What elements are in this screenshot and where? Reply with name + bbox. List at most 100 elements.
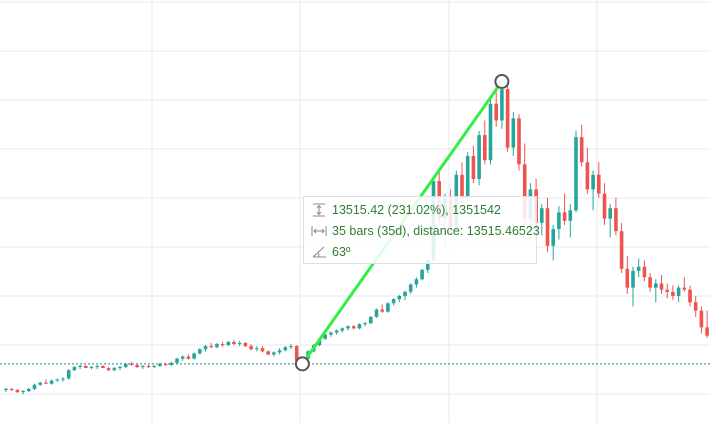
candle-down — [705, 327, 709, 336]
candle-down — [460, 174, 464, 198]
candle-up — [49, 380, 54, 384]
candle-down — [260, 348, 265, 352]
candle-up — [488, 103, 493, 161]
candle-down — [351, 326, 356, 329]
candle-up — [118, 367, 122, 369]
candle-down — [505, 89, 510, 148]
candle-up — [329, 332, 333, 335]
candle-up — [391, 299, 396, 304]
candle-down — [602, 193, 607, 219]
candle-up — [141, 365, 145, 368]
candle-up — [340, 328, 345, 331]
candle-down — [101, 365, 105, 369]
candle-down — [585, 162, 590, 190]
candle-up — [426, 260, 430, 270]
candle-down — [209, 346, 213, 348]
candle-up — [511, 118, 516, 148]
candle-up — [123, 363, 128, 368]
candle-up — [89, 367, 94, 369]
candle-down — [15, 390, 20, 393]
candle-up — [237, 342, 242, 345]
price-change-text: 13515.42 (231.02%), 1351542 — [332, 203, 501, 217]
candle-up — [198, 349, 202, 354]
candle-up — [408, 284, 413, 292]
candle-up — [363, 323, 367, 325]
candle-up — [255, 348, 259, 350]
candle-up — [38, 382, 42, 385]
candle-down — [579, 137, 584, 163]
candle-down — [614, 208, 618, 232]
candle-up — [95, 365, 99, 368]
candle-down — [682, 287, 687, 290]
candle-up — [169, 362, 174, 365]
candle-up — [272, 352, 276, 355]
candle-down — [243, 342, 248, 347]
trend-line-end-handle[interactable] — [494, 73, 510, 89]
candle-down — [135, 364, 139, 368]
candle-up — [55, 379, 60, 381]
candle-down — [380, 309, 384, 312]
candle-down — [494, 103, 498, 121]
candle-down — [642, 266, 647, 278]
candle-up — [32, 384, 37, 389]
candle-down — [106, 368, 111, 371]
candle-up — [78, 365, 82, 368]
candle-down — [522, 164, 527, 219]
candle-down — [688, 289, 692, 303]
trend-line-start-handle[interactable] — [294, 356, 310, 372]
candle-up — [226, 341, 231, 346]
candle-down — [517, 118, 521, 165]
candle-down — [699, 310, 704, 328]
candle-down — [266, 351, 270, 355]
candle-down — [483, 135, 487, 161]
candle-up — [676, 287, 681, 296]
candle-down — [294, 346, 299, 361]
candle-down — [545, 208, 550, 246]
candle-up — [357, 324, 362, 329]
candle-up — [283, 347, 288, 351]
bars-distance-text: 35 bars (35d), distance: 13515.46523 — [332, 224, 540, 238]
candle-up — [557, 212, 561, 230]
candle-up — [540, 208, 544, 223]
candle-down — [84, 365, 88, 369]
candle-up — [27, 388, 31, 392]
candle-up — [636, 266, 641, 271]
candle-up — [403, 291, 407, 296]
candle-up — [158, 363, 162, 366]
candle-up — [574, 137, 578, 211]
candle-up — [414, 279, 419, 285]
price-range-icon — [308, 202, 330, 218]
candle-up — [397, 295, 402, 300]
candle-up — [203, 346, 208, 350]
candle-up — [175, 358, 179, 363]
candle-down — [146, 365, 151, 368]
candle-down — [562, 212, 567, 221]
candle-up — [568, 210, 573, 221]
candle-up — [334, 330, 339, 333]
candle-down — [163, 363, 168, 365]
candle-down — [44, 382, 48, 384]
candle-up — [374, 309, 379, 317]
tooltip-row-angle: 63º — [304, 242, 350, 262]
candle-down — [249, 346, 253, 350]
candle-down — [693, 302, 698, 311]
candle-up — [61, 378, 65, 380]
candle-up — [608, 208, 612, 219]
candle-down — [625, 268, 630, 288]
candle-up — [465, 155, 470, 198]
tooltip-row-price: 13515.42 (231.02%), 1351542 — [304, 200, 501, 220]
candle-up — [152, 365, 156, 368]
candle-up — [591, 174, 595, 190]
candle-up — [180, 356, 185, 359]
candle-down — [659, 283, 664, 290]
candle-up — [551, 229, 555, 246]
candle-down — [186, 356, 191, 359]
bar-range-icon — [308, 223, 330, 239]
candle-up — [277, 350, 282, 353]
candle-up — [631, 270, 635, 288]
candle-up — [21, 391, 25, 393]
angle-icon — [308, 244, 330, 260]
candle-up — [477, 135, 481, 179]
measure-tooltip: 13515.42 (231.02%), 1351542 35 bars (35d… — [303, 196, 540, 264]
candle-down — [619, 231, 624, 269]
